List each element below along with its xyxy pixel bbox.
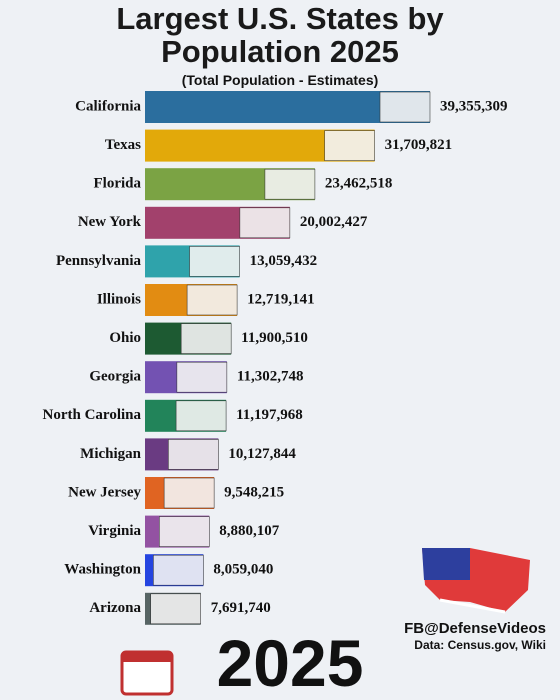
flag <box>186 284 238 316</box>
value-label: 10,127,844 <box>228 446 296 462</box>
value-label: 12,719,141 <box>247 291 314 307</box>
flag <box>379 91 431 123</box>
source: Data: Census.gov, Wiki <box>414 638 546 652</box>
flag <box>150 593 202 625</box>
category-label: Arizona <box>89 600 141 616</box>
value-label: 23,462,518 <box>325 176 393 192</box>
value-label: 8,059,040 <box>213 562 273 578</box>
category-label: Ohio <box>109 330 141 346</box>
flag <box>180 323 232 354</box>
category-label: Illinois <box>97 291 141 307</box>
value-label: 11,302,748 <box>237 369 304 385</box>
value-label: 39,355,309 <box>440 98 508 114</box>
category-label: New York <box>78 214 142 230</box>
value-label: 20,002,427 <box>300 214 368 230</box>
category-label: California <box>75 98 141 114</box>
value-label: 13,059,432 <box>250 253 317 269</box>
flag <box>168 439 219 470</box>
flag <box>239 207 291 239</box>
category-label: Texas <box>105 137 141 153</box>
category-label: Michigan <box>80 446 141 462</box>
category-label: Virginia <box>88 523 141 539</box>
value-label: 8,880,107 <box>219 523 280 539</box>
flag <box>176 361 228 393</box>
calendar-icon <box>120 650 174 696</box>
flag <box>159 516 210 547</box>
chart-title: Largest U.S. States by Population 2025 <box>116 1 444 69</box>
category-label: Georgia <box>89 369 141 385</box>
flag <box>163 477 215 509</box>
flag <box>153 554 204 586</box>
flag <box>264 168 316 200</box>
value-label: 7,691,740 <box>211 600 271 616</box>
category-label: Florida <box>94 176 142 192</box>
us-map-icon <box>422 548 530 614</box>
category-label: Washington <box>64 562 141 578</box>
flag <box>324 130 375 161</box>
value-label: 31,709,821 <box>385 137 453 153</box>
flag <box>175 400 227 432</box>
chart-subtitle: (Total Population - Estimates) <box>181 72 379 88</box>
credit: FB@DefenseVideos <box>404 620 546 637</box>
value-label: 9,548,215 <box>224 484 284 500</box>
flag <box>189 246 240 277</box>
value-label: 11,900,510 <box>241 330 308 346</box>
category-label: North Carolina <box>43 407 142 423</box>
year-label: 2025 <box>216 626 364 700</box>
value-label: 11,197,968 <box>236 407 303 423</box>
category-label: New Jersey <box>68 484 141 500</box>
category-label: Pennsylvania <box>56 253 142 269</box>
